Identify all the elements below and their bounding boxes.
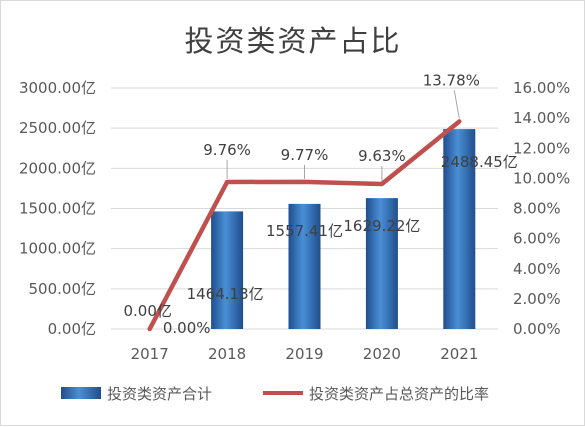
right-tick-label: 0.00%	[513, 320, 561, 338]
left-tick-label: 2500.00亿	[19, 119, 96, 137]
right-tick-label: 2.00%	[513, 290, 561, 308]
x-tick-label: 2020	[363, 345, 401, 363]
right-tick-label: 12.00%	[513, 139, 570, 157]
left-tick-label: 500.00亿	[29, 280, 97, 298]
bar	[443, 129, 476, 329]
x-axis-ticks: 2017 2018 2019 2020 2021	[131, 345, 479, 363]
right-tick-label: 16.00%	[513, 79, 570, 97]
leader-line	[453, 90, 460, 119]
left-tick-label: 0.00亿	[48, 320, 96, 338]
bar-series	[211, 129, 476, 329]
x-tick-label: 2021	[440, 345, 478, 363]
right-tick-label: 6.00%	[513, 230, 561, 248]
right-tick-label: 8.00%	[513, 200, 561, 218]
bar-data-label: 1464.13亿	[187, 285, 264, 303]
right-tick-label: 10.00%	[513, 169, 570, 187]
legend-bar-label: 投资类资产合计	[107, 385, 212, 403]
line-data-label: 9.76%	[203, 141, 251, 159]
left-tick-label: 2000.00亿	[19, 159, 96, 177]
legend-bar-swatch	[61, 387, 101, 399]
left-tick-label: 1000.00亿	[19, 240, 96, 258]
bar	[211, 211, 244, 329]
line-series	[147, 119, 462, 332]
chart-title: 投资类资产占比	[184, 24, 401, 58]
line-data-label: 0.00%	[163, 319, 211, 337]
legend-line-label: 投资类资产占总资产的比率	[309, 385, 489, 403]
right-tick-label: 4.00%	[513, 260, 561, 278]
line-data-label: 9.77%	[281, 146, 329, 164]
x-tick-label: 2019	[285, 345, 323, 363]
data-labels: 0.00亿 1464.13亿 1557.41亿 1629.22亿 2488.45亿 0.0…	[123, 71, 517, 337]
left-axis-ticks: 0.00亿 500.00亿 1000.00亿 1500.00亿 2000.00亿 2500…	[19, 79, 96, 338]
legend: 投资类资产合计 投资类资产占总资产的比率	[61, 385, 489, 403]
bar-data-label: 2488.45亿	[441, 153, 518, 171]
bar	[365, 198, 398, 329]
bar	[288, 203, 321, 329]
right-axis-ticks: 0.00% 2.00% 4.00% 6.00% 8.00% 10.00% 12.00% 14.…	[513, 79, 570, 338]
line-data-label: 13.78%	[423, 71, 480, 89]
bar-data-label: 1557.41亿	[266, 222, 343, 240]
left-tick-label: 1500.00亿	[19, 200, 96, 218]
x-tick-label: 2017	[131, 345, 169, 363]
bar-data-label: 0.00亿	[123, 302, 171, 320]
line-path	[147, 119, 462, 332]
x-tick-label: 2018	[208, 345, 246, 363]
left-tick-label: 3000.00亿	[19, 79, 96, 97]
right-tick-label: 14.00%	[513, 109, 570, 127]
line-data-label: 9.63%	[358, 147, 406, 165]
bar-data-label: 1629.22亿	[343, 217, 420, 235]
